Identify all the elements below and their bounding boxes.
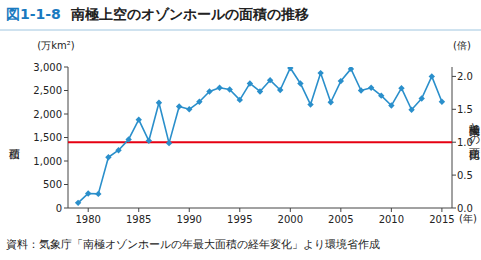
x-tick bbox=[138, 208, 139, 212]
series-point bbox=[277, 87, 283, 93]
title-rule bbox=[0, 30, 481, 31]
series-point bbox=[297, 80, 303, 86]
series-point bbox=[136, 116, 142, 122]
series-point bbox=[267, 77, 273, 83]
y-tick bbox=[64, 161, 68, 162]
y2-tick bbox=[452, 142, 456, 143]
series-point bbox=[216, 84, 222, 90]
x-axis bbox=[68, 208, 452, 209]
x-tick-label: 2010 bbox=[379, 214, 404, 225]
y-unit: (万km²) bbox=[37, 40, 74, 51]
y-tick-label: 500 bbox=[43, 179, 62, 190]
y-tick-label: 2,500 bbox=[33, 85, 62, 96]
y2-unit: (倍) bbox=[453, 40, 471, 51]
y-tick bbox=[64, 90, 68, 91]
series-point bbox=[287, 67, 293, 71]
series-point bbox=[328, 99, 334, 105]
series-point bbox=[146, 138, 152, 144]
series-point bbox=[398, 85, 404, 91]
x-tick-label: 1995 bbox=[227, 214, 252, 225]
series-point bbox=[368, 84, 374, 90]
series-point bbox=[348, 67, 354, 72]
y2-tick-label: 1.0 bbox=[457, 137, 473, 148]
series-point bbox=[388, 102, 394, 108]
series-point bbox=[186, 106, 192, 112]
y2-tick-label: 0.0 bbox=[457, 203, 473, 214]
title: 南極上空のオゾンホールの面積の推移 bbox=[70, 6, 309, 22]
x-tick-label: 1980 bbox=[75, 214, 100, 225]
series-line bbox=[78, 68, 442, 203]
series-point bbox=[226, 86, 232, 92]
x-tick bbox=[391, 208, 392, 212]
y2-tick bbox=[452, 109, 456, 110]
x-unit: (年) bbox=[459, 213, 477, 224]
y-tick bbox=[64, 184, 68, 185]
x-tick bbox=[340, 208, 341, 212]
y-tick-label: 2,000 bbox=[33, 109, 62, 120]
y-tick bbox=[64, 67, 68, 68]
y-tick bbox=[64, 137, 68, 138]
series-point bbox=[408, 107, 414, 113]
series-point bbox=[418, 95, 424, 101]
x-tick-label: 2015 bbox=[429, 214, 454, 225]
y-tick-label: 0 bbox=[56, 203, 62, 214]
source: 資料：気象庁「南極オゾンホールの年最大面積の経年変化」より環境省作成 bbox=[6, 238, 380, 250]
y-label: 面積 bbox=[10, 149, 21, 160]
y2-tick bbox=[452, 76, 456, 77]
x-tick-label: 2000 bbox=[278, 214, 303, 225]
series-point bbox=[338, 78, 344, 84]
series-point bbox=[176, 103, 182, 109]
y2-tick bbox=[452, 175, 456, 176]
figure-number: 図1-1-8 bbox=[6, 6, 61, 22]
series-point bbox=[95, 191, 101, 197]
x-tick bbox=[441, 208, 442, 212]
y2-tick-label: 2.0 bbox=[457, 71, 473, 82]
chart: 図1-1-8南極上空のオゾンホールの面積の推移(万km²)(倍)面積南極大陸との… bbox=[0, 0, 481, 260]
x-tick-label: 2005 bbox=[328, 214, 353, 225]
series-point bbox=[156, 100, 162, 106]
y-tick bbox=[64, 208, 68, 209]
x-tick bbox=[290, 208, 291, 212]
series-point bbox=[85, 190, 91, 196]
x-tick bbox=[189, 208, 190, 212]
series-point bbox=[75, 200, 81, 206]
series-point bbox=[105, 154, 111, 160]
series-point bbox=[358, 87, 364, 93]
y-tick-label: 3,000 bbox=[33, 62, 62, 73]
series-point bbox=[439, 99, 445, 105]
series-point bbox=[307, 101, 313, 107]
y-tick bbox=[64, 114, 68, 115]
series-point bbox=[237, 97, 243, 103]
y-tick-label: 1,500 bbox=[33, 132, 62, 143]
series-point bbox=[115, 147, 121, 153]
y2-tick-label: 0.5 bbox=[457, 170, 473, 181]
x-tick bbox=[239, 208, 240, 212]
series-point bbox=[247, 80, 253, 86]
x-tick-label: 1990 bbox=[177, 214, 202, 225]
y2-axis bbox=[452, 67, 453, 208]
series-point bbox=[206, 88, 212, 94]
y2-tick-label: 1.5 bbox=[457, 104, 473, 115]
series-point bbox=[429, 73, 435, 79]
x-tick-label: 1985 bbox=[126, 214, 151, 225]
series-point bbox=[257, 88, 263, 94]
title-group: 図1-1-8 南極上空のオゾンホールの面積の推移 bbox=[6, 6, 309, 22]
y2-tick bbox=[452, 208, 456, 209]
series-point bbox=[125, 136, 131, 142]
y-tick-label: 1,000 bbox=[33, 156, 62, 167]
series-point bbox=[196, 99, 202, 105]
plot-area bbox=[68, 67, 452, 206]
series-point bbox=[166, 140, 172, 146]
x-tick bbox=[88, 208, 89, 212]
series-point bbox=[317, 70, 323, 76]
series-point bbox=[378, 92, 384, 98]
